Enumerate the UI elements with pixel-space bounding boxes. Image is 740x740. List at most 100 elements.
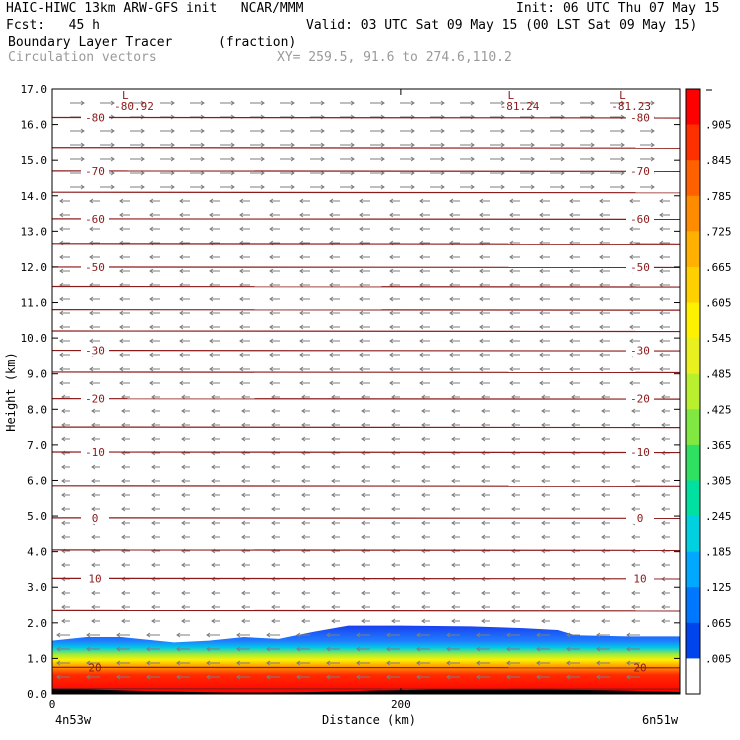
wind-vector-head: [410, 156, 415, 162]
wind-vector-head: [271, 520, 276, 526]
wind-vector-head: [539, 226, 544, 232]
wind-vector-head: [271, 506, 276, 512]
wind-vector-head: [479, 380, 484, 386]
wind-vector-head: [601, 604, 606, 610]
wind-vector-head: [121, 590, 126, 596]
wind-vector-head: [181, 478, 186, 484]
wind-vector-head: [599, 226, 604, 232]
wind-vector-head: [179, 324, 184, 330]
plot-frame: [51, 88, 681, 695]
colorbar-swatch: [686, 373, 700, 410]
wind-vector-head: [659, 226, 664, 232]
isotherm-label: -80: [85, 111, 105, 124]
wind-vector-head: [421, 436, 426, 442]
wind-vector-head: [331, 422, 336, 428]
wind-vector-head: [206, 660, 211, 666]
y-axis-label: Height (km): [4, 352, 18, 431]
wind-vector-head: [151, 478, 156, 484]
wind-vector-head: [449, 212, 454, 218]
wind-vector-head: [91, 534, 96, 540]
wind-vector-head: [110, 184, 115, 190]
isotherm-label: -60: [630, 213, 650, 226]
wind-vector-head: [359, 268, 364, 274]
wind-vector-head: [299, 324, 304, 330]
wind-vector-head: [119, 338, 124, 344]
wind-vector-head: [179, 352, 184, 358]
wind-vector-head: [290, 114, 295, 120]
wind-vector-head: [350, 156, 355, 162]
wind-vector-head: [91, 408, 96, 414]
wind-vector-head: [181, 562, 186, 568]
wind-vector-head: [391, 534, 396, 540]
wind-vector-head: [571, 478, 576, 484]
wind-vector-head: [89, 310, 94, 316]
wind-vector-head: [301, 520, 306, 526]
wind-vector-head: [91, 604, 96, 610]
wind-vector-head: [91, 618, 96, 624]
wind-vector-head: [629, 310, 634, 316]
isotherm-label: -30: [85, 345, 105, 358]
isotherm-label-bg: [626, 511, 654, 524]
wind-vector-head: [530, 156, 535, 162]
y-tick-label: 0.0: [27, 688, 47, 701]
wind-vector-head: [110, 170, 115, 176]
wind-vector-head: [301, 604, 306, 610]
wind-vector-head: [511, 450, 516, 456]
circulation-vectors: [56, 100, 670, 680]
wind-vector-head: [326, 646, 331, 652]
wind-vector-head: [299, 296, 304, 302]
wind-vector-head: [211, 464, 216, 470]
wind-vector-head: [659, 338, 664, 344]
wind-vector-head: [296, 646, 301, 652]
wind-vector-head: [146, 674, 151, 680]
wind-vector-head: [391, 478, 396, 484]
wind-vector-head: [239, 324, 244, 330]
wind-vector-head: [380, 100, 385, 106]
wind-vector-head: [151, 436, 156, 442]
wind-vector-head: [560, 184, 565, 190]
header-forecast: Fcst: 45 h: [6, 18, 100, 33]
wind-vector-head: [599, 254, 604, 260]
wind-vector-head: [416, 646, 421, 652]
wind-vector-head: [661, 422, 666, 428]
wind-vector-head: [356, 646, 361, 652]
wind-vector-head: [116, 632, 121, 638]
wind-vector-head: [599, 324, 604, 330]
wind-vector-head: [601, 534, 606, 540]
wind-vector-head: [451, 562, 456, 568]
wind-vector-head: [509, 380, 514, 386]
y-tick-label: 8.0: [27, 403, 47, 416]
wind-vector-head: [566, 660, 571, 666]
wind-vector-head: [271, 464, 276, 470]
wind-vector-head: [320, 142, 325, 148]
colorbar-swatch: [686, 622, 700, 659]
wind-vector-head: [479, 366, 484, 372]
wind-vector-head: [571, 506, 576, 512]
wind-vector-head: [361, 478, 366, 484]
wind-vector-head: [481, 450, 486, 456]
wind-vector-head: [181, 408, 186, 414]
wind-vector-head: [209, 268, 214, 274]
colorbar-swatch: [686, 516, 700, 553]
wind-vector-head: [209, 212, 214, 218]
wind-vector-head: [151, 492, 156, 498]
wind-vector-head: [269, 324, 274, 330]
wind-vector-head: [176, 660, 181, 666]
colorbar-label: .605: [705, 297, 732, 310]
wind-vector-head: [650, 142, 655, 148]
isotherm-line: [51, 484, 681, 488]
wind-vector-head: [509, 268, 514, 274]
wind-vector-head: [449, 338, 454, 344]
y-tick-label: 7.0: [27, 439, 47, 452]
wind-vector-head: [626, 646, 631, 652]
wind-vector-head: [509, 366, 514, 372]
isotherm-label-bg: [81, 212, 109, 225]
wind-vector-head: [301, 492, 306, 498]
wind-vector-head: [421, 408, 426, 414]
wind-vector-head: [269, 338, 274, 344]
y-tick-label: 9.0: [27, 368, 47, 381]
wind-vector-head: [569, 366, 574, 372]
wind-vector-head: [389, 352, 394, 358]
wind-vector-head: [61, 534, 66, 540]
wind-vector-head: [571, 562, 576, 568]
